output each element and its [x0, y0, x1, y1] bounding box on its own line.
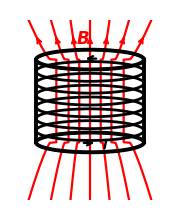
- Text: B: B: [76, 30, 89, 48]
- Text: I: I: [103, 139, 107, 152]
